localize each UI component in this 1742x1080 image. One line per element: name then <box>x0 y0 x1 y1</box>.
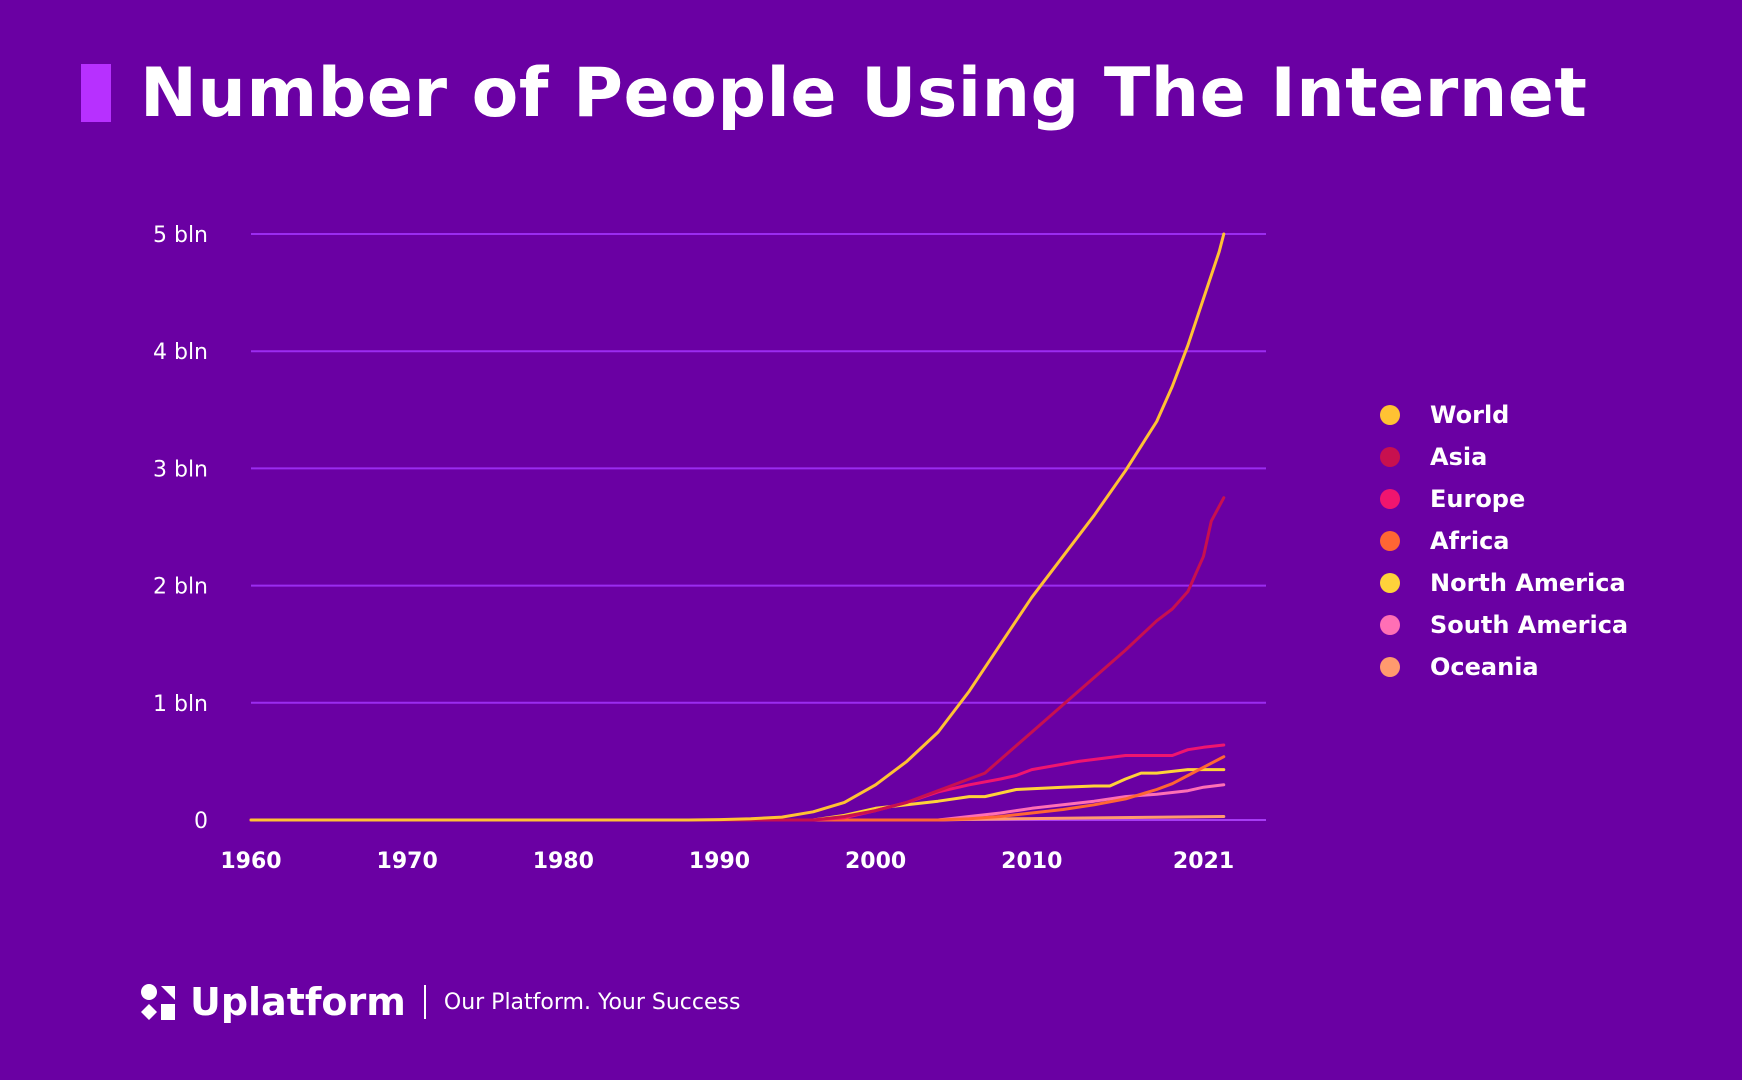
y-tick-label: 2 bln <box>153 575 208 600</box>
x-tick-label: 1980 <box>533 849 594 874</box>
legend-dot-icon <box>1380 405 1400 425</box>
x-axis-tick-labels: 1960 1970 1980 1990 2000 2010 2021 <box>220 849 1234 874</box>
legend-item: Africa <box>1380 520 1628 562</box>
x-tick-label: 2000 <box>845 849 906 874</box>
legend-item: World <box>1380 394 1628 436</box>
legend-dot-icon <box>1380 615 1400 635</box>
legend-item: Asia <box>1380 436 1628 478</box>
legend-dot-icon <box>1380 531 1400 551</box>
legend-label: South America <box>1430 611 1629 639</box>
brand-name: Uplatform <box>190 980 406 1024</box>
footer-separator <box>423 985 426 1019</box>
y-tick-label: 0 <box>194 809 208 834</box>
x-tick-label: 1990 <box>689 849 750 874</box>
x-tick-label: 1960 <box>220 849 281 874</box>
grid-lines <box>251 233 1266 821</box>
series-lines <box>249 232 1226 822</box>
y-axis-tick-labels: 0 1 bln 2 bln 3 bln 4 bln 5 bln <box>153 223 208 834</box>
series-line-south-america <box>249 783 1226 822</box>
x-tick-label: 1970 <box>377 849 438 874</box>
legend-dot-icon <box>1380 447 1400 467</box>
y-tick-label: 1 bln <box>153 692 208 717</box>
series-line-africa <box>249 755 1226 822</box>
x-tick-label: 2021 <box>1173 849 1234 874</box>
y-tick-label: 4 bln <box>153 340 208 365</box>
series-line-asia <box>249 496 1226 822</box>
chart-legend: World Asia Europe Africa North America South … <box>1380 394 1628 688</box>
legend-item: North America <box>1380 562 1628 604</box>
legend-dot-icon <box>1380 489 1400 509</box>
legend-label: Oceania <box>1430 653 1539 681</box>
footer: Uplatform Our Platform. Your Success <box>140 978 740 1026</box>
legend-item: South America <box>1380 604 1628 646</box>
legend-label: Europe <box>1430 485 1526 513</box>
legend-item: Europe <box>1380 478 1628 520</box>
legend-item: Oceania <box>1380 646 1628 688</box>
legend-label: North America <box>1430 569 1626 597</box>
series-line-world <box>249 232 1226 822</box>
legend-dot-icon <box>1380 657 1400 677</box>
x-tick-label: 2010 <box>1001 849 1062 874</box>
legend-dot-icon <box>1380 573 1400 593</box>
legend-label: World <box>1430 401 1510 429</box>
tagline: Our Platform. Your Success <box>443 989 741 1015</box>
y-tick-label: 5 bln <box>153 223 208 248</box>
uplatform-logo-icon <box>141 984 175 1020</box>
legend-label: Asia <box>1430 443 1488 471</box>
legend-label: Africa <box>1430 527 1510 555</box>
chart-title: Number of People Using The Internet <box>140 54 1588 133</box>
title-accent-bar <box>81 64 111 122</box>
y-tick-label: 3 bln <box>153 457 208 482</box>
series-line-north-america <box>249 768 1226 822</box>
